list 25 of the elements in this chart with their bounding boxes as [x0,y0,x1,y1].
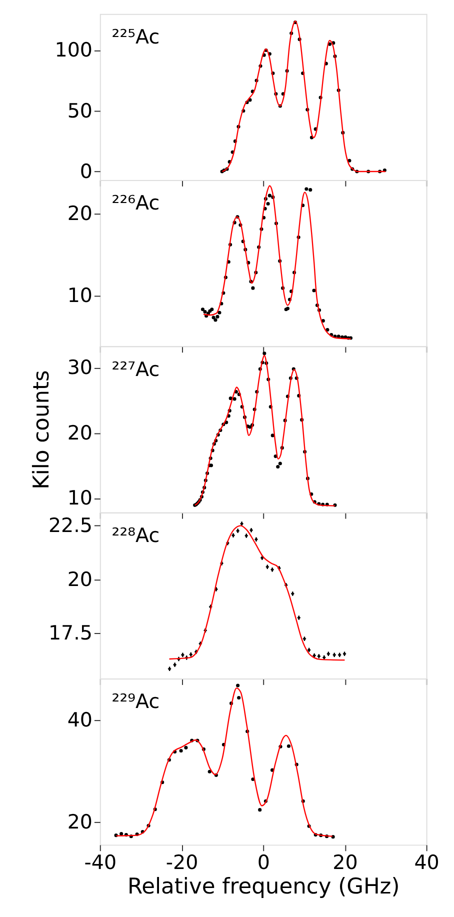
annotation: ²²⁶Ac [112,192,160,215]
y-tick-label: 20 [67,568,92,591]
y-tick-label: 50 [67,99,92,122]
y-tick-label: 22.5 [48,514,92,538]
x-tick-label: -20 [166,850,198,874]
annotation: ²²⁷Ac [112,358,160,381]
x-axis-title: Relative frequency (GHz) [127,874,400,900]
y-tick-label: 0 [80,160,92,183]
y-tick-label: 20 [67,421,92,444]
x-tick-label: 20 [332,850,358,874]
x-tick-label: -40 [84,850,117,874]
y-tick-label: 30 [67,356,92,380]
annotation: ²²⁵Ac [112,26,160,49]
x-tick-label: 40 [414,850,440,874]
y-tick-label: 10 [67,486,92,510]
annotation: ²²⁹Ac [112,690,160,714]
y-tick-label: 40 [67,708,92,732]
y-tick-label: 20 [67,810,92,834]
y-tick-label: 10 [67,284,92,307]
x-tick-label: 0 [257,850,270,874]
y-tick-label: 20 [67,202,92,226]
y-axis-title: Kilo counts [30,370,55,490]
y-tick-label: 17.5 [48,621,92,644]
y-tick-label: 100 [54,38,92,62]
annotation: ²²⁸Ac [112,524,160,548]
